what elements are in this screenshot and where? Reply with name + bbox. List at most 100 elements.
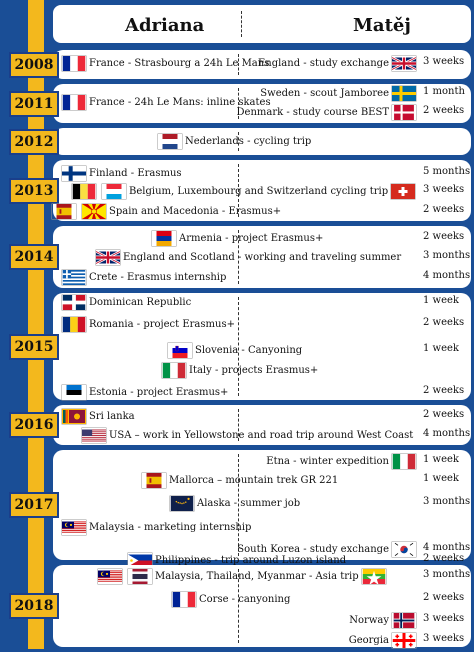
column-divider	[238, 132, 239, 151]
trip-duration: 1 week	[423, 473, 459, 484]
philippines-flag-icon	[128, 553, 152, 568]
year-label: 2018	[9, 593, 59, 619]
trip-description: South Korea - study exchange	[237, 543, 389, 555]
right-name: Matěj	[353, 15, 411, 36]
trip-description: Mallorca – mountain trek GR 221	[169, 474, 339, 486]
trip-entry: Norway	[349, 610, 419, 630]
year-label: 2008	[9, 51, 59, 78]
trip-entry: France - 24h Le Mans: inline skates	[59, 92, 271, 112]
trip-description: Georgia	[348, 634, 389, 646]
trip-entry: Slovenia - Canyoning	[165, 340, 302, 360]
year-label: 2012	[9, 128, 59, 155]
dominican-flag-icon	[62, 294, 86, 310]
trip-duration: 2 weeks	[423, 231, 465, 242]
trip-entry: England and Scotland - working and trave…	[93, 247, 401, 267]
slovenia-flag-icon	[168, 342, 192, 358]
trip-description: Belgium, Luxembourg and Switzerland cycl…	[129, 185, 389, 197]
norway-flag-icon	[392, 612, 416, 628]
year-label: 2013	[9, 177, 59, 204]
trip-entry: Malaysia, Thailand, Myanmar - Asia trip	[95, 566, 389, 586]
georgia-flag-icon	[392, 632, 416, 648]
trip-entry: Sweden - scout Jamboree	[260, 83, 419, 103]
finland-flag-icon	[62, 165, 86, 181]
year-label: 2017	[9, 492, 59, 518]
france-flag-icon	[62, 94, 86, 110]
korea-flag-icon	[392, 541, 416, 557]
trip-description: Philippines - trip around Luzon island	[155, 554, 347, 566]
trip-entry: England - study exchange	[258, 53, 419, 73]
trip-duration: 1 week	[423, 343, 459, 354]
romania-flag-icon	[62, 316, 86, 332]
trip-duration: 3 months	[423, 569, 471, 580]
trip-entry: Nederlands - cycling trip	[155, 131, 311, 151]
trip-description: Etna - winter expedition	[266, 455, 389, 467]
greece-flag-icon	[62, 269, 86, 285]
switzerland-flag-icon	[391, 183, 416, 199]
trip-entry: Philippines - trip around Luzon island	[125, 550, 346, 570]
trip-duration: 2 weeks	[423, 553, 465, 564]
column-divider	[238, 230, 239, 284]
srilanka-flag-icon	[62, 408, 86, 424]
trip-entry: Denmark - study course BEST	[237, 102, 419, 122]
alaska-flag-icon	[170, 495, 194, 511]
year-section-2011: 2011 France - 24h Le Mans: inline skates S…	[9, 83, 471, 123]
trip-duration: 4 months	[423, 542, 471, 553]
trip-duration: 4 months	[423, 270, 471, 281]
sweden-flag-icon	[392, 85, 416, 101]
trip-description: France - Strasbourg a 24h Le Mans	[89, 57, 270, 69]
trip-entry: Romania - project Erasmus+	[59, 314, 235, 334]
left-name: Adriana	[125, 15, 205, 36]
trip-description: Nederlands - cycling trip	[185, 135, 312, 147]
trip-duration: 2 weeks	[423, 385, 465, 396]
year-section-2015: 2015 Dominican Republic 1 week Romania - pr…	[9, 292, 471, 402]
trip-duration: 3 months	[423, 250, 471, 261]
trip-duration: 5 months	[423, 166, 471, 177]
trip-duration: 3 weeks	[423, 56, 465, 67]
trip-entry: USA – work in Yellowstone and road trip …	[79, 425, 413, 445]
trip-duration: 3 weeks	[423, 184, 465, 195]
trip-duration: 4 months	[423, 428, 471, 439]
trip-description: France - 24h Le Mans: inline skates	[89, 96, 271, 108]
year-label: 2014	[9, 244, 59, 270]
malaysia-flag-icon	[62, 520, 86, 535]
armenia-flag-icon	[152, 230, 176, 246]
malaysia-flag-icon	[98, 569, 122, 584]
trip-entry: South Korea - study exchange	[237, 539, 419, 559]
trip-entry: Armenia - project Erasmus+	[149, 228, 323, 248]
trip-description: Armenia - project Erasmus+	[179, 232, 324, 244]
trip-entry: Alaska - summer job	[167, 493, 300, 513]
trip-duration: 3 weeks	[423, 633, 465, 644]
trip-entry: Crete - Erasmus internship	[59, 267, 226, 287]
spain-flag-icon	[52, 203, 76, 219]
trip-entry: Malaysia - marketing internship	[59, 517, 251, 537]
belgium-flag-icon	[72, 183, 96, 199]
trip-entry: Finland - Erasmus	[59, 163, 182, 183]
trip-entry: Estonia - project Erasmus+	[59, 382, 228, 402]
trip-entry: Belgium, Luxembourg and Switzerland cycl…	[69, 181, 418, 201]
trip-description: Dominican Republic	[89, 296, 192, 308]
timeline-bar	[0, 0, 47, 649]
column-divider	[238, 164, 239, 217]
year-section-2017: 2017 Etna - winter expedition 1 week Mallor…	[9, 450, 471, 566]
denmark-flag-icon	[392, 104, 416, 120]
trip-entry: Corse - canyoning	[169, 589, 290, 609]
luxembourg-flag-icon	[102, 183, 126, 199]
thailand-flag-icon	[128, 568, 152, 584]
year-section-2018: 2018 Malaysia, Thailand, Myanmar - Asia t…	[9, 565, 471, 648]
macedonia-flag-icon	[82, 203, 106, 219]
trip-description: Norway	[349, 614, 389, 626]
trip-description: Italy - projects Erasmus+	[189, 364, 319, 376]
trip-duration: 1 month	[423, 86, 465, 97]
trip-entry: Italy - projects Erasmus+	[159, 360, 318, 380]
column-divider	[238, 297, 239, 396]
trip-entry: Sri lanka	[59, 406, 135, 426]
column-divider	[238, 569, 239, 643]
trip-description: Malaysia - marketing internship	[89, 521, 252, 533]
trip-description: Corse - canyoning	[199, 593, 291, 605]
trip-duration: 1 week	[423, 454, 459, 465]
trip-description: Spain and Macedonia - Erasmus+	[109, 205, 282, 217]
trip-entry: Dominican Republic	[59, 292, 191, 312]
trip-description: Romania - project Erasmus+	[89, 318, 235, 330]
trip-duration: 1 week	[423, 295, 459, 306]
